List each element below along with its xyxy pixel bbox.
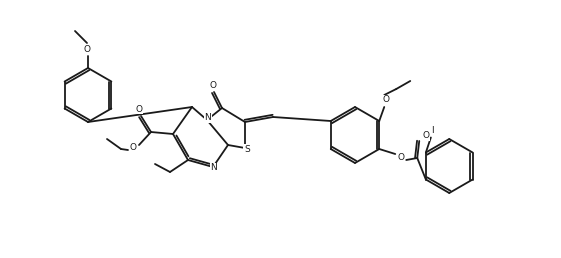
Text: O: O <box>209 80 217 90</box>
Text: O: O <box>423 132 430 141</box>
Text: N: N <box>205 114 211 123</box>
Text: O: O <box>130 142 136 151</box>
Text: O: O <box>383 95 390 104</box>
Text: O: O <box>398 152 404 162</box>
Text: O: O <box>136 104 142 114</box>
Text: N: N <box>210 164 217 173</box>
Text: O: O <box>84 44 90 53</box>
Text: I: I <box>431 126 434 135</box>
Text: S: S <box>244 144 250 154</box>
